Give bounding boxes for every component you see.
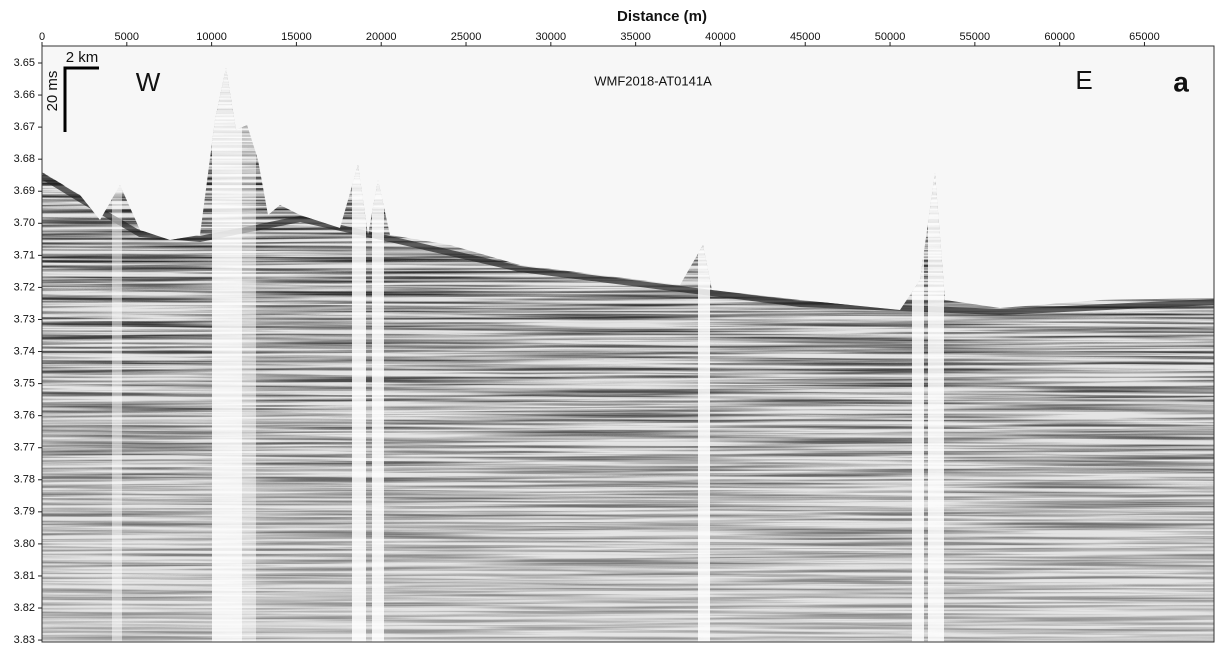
scale-x-label: 2 km [66, 49, 99, 66]
y-tick-label: 3.67 [14, 121, 35, 133]
profile-name: WMF2018-AT0141A [594, 73, 712, 88]
y-tick-label: 3.69 [14, 185, 35, 197]
y-tick-label: 3.79 [14, 506, 35, 518]
y-tick-label: 3.78 [14, 474, 35, 486]
x-tick-label: 5000 [115, 31, 139, 43]
y-tick-label: 3.73 [14, 313, 35, 325]
x-tick-label: 30000 [536, 31, 567, 43]
y-tick-label: 3.72 [14, 281, 35, 293]
scale-y-label: 20 ms [44, 71, 61, 112]
x-tick-label: 45000 [790, 31, 821, 43]
x-tick-label: 25000 [451, 31, 482, 43]
x-tick-label: 0 [39, 31, 45, 43]
x-axis-title: Distance (m) [617, 8, 707, 25]
y-tick-label: 3.75 [14, 378, 35, 390]
y-tick-label: 3.77 [14, 442, 35, 454]
x-tick-label: 60000 [1044, 31, 1075, 43]
y-tick-label: 3.70 [14, 217, 35, 229]
scale-bar [63, 66, 99, 132]
y-tick-label: 3.76 [14, 410, 35, 422]
east-label: E [1075, 65, 1092, 95]
panel-label: a [1173, 66, 1189, 97]
y-tick-label: 3.74 [14, 345, 35, 357]
y-tick-label: 3.83 [14, 634, 35, 646]
y-tick-label: 3.65 [14, 57, 35, 69]
plot-frame [41, 45, 1215, 643]
y-tick-label: 3.80 [14, 538, 35, 550]
y-tick-label: 3.68 [14, 153, 35, 165]
x-tick-label: 10000 [196, 31, 227, 43]
y-tick-label: 3.82 [14, 602, 35, 614]
west-label: W [136, 67, 161, 97]
x-tick-label: 35000 [620, 31, 651, 43]
x-tick-label: 65000 [1129, 31, 1160, 43]
x-tick-label: 40000 [705, 31, 736, 43]
y-tick-label: 3.66 [14, 89, 35, 101]
x-tick-label: 20000 [366, 31, 397, 43]
y-tick-label: 3.81 [14, 570, 35, 582]
y-tick-label: 3.71 [14, 249, 35, 261]
x-tick-label: 55000 [960, 31, 991, 43]
x-tick-label: 15000 [281, 31, 312, 43]
x-tick-label: 50000 [875, 31, 906, 43]
